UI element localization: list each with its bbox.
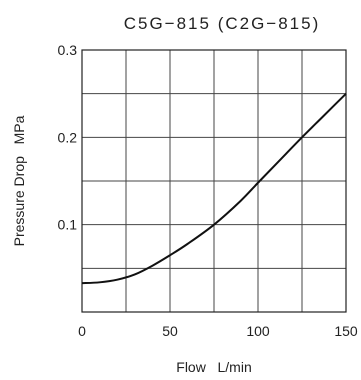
grid-lines (81, 49, 347, 313)
y-axis-label: Pressure Drop MPa (11, 115, 27, 246)
y-tick-label: 0.2 (58, 129, 78, 145)
x-tick-label: 0 (78, 323, 86, 339)
plot-frame (81, 49, 347, 313)
pressure-drop-curve (81, 92, 347, 285)
y-tick-label: 0.1 (58, 217, 78, 233)
y-axis-ticks: 0.1 0.2 0.3 (58, 42, 78, 233)
y-tick-label: 0.3 (58, 42, 78, 58)
x-tick-label: 150 (334, 323, 358, 339)
x-tick-label: 100 (246, 323, 270, 339)
x-axis-label: Flow L/min (176, 359, 251, 375)
x-tick-label: 50 (162, 323, 178, 339)
x-axis-ticks: 0 50 100 150 (78, 323, 358, 339)
chart-title: C5G−815 (C2G−815) (124, 14, 321, 33)
